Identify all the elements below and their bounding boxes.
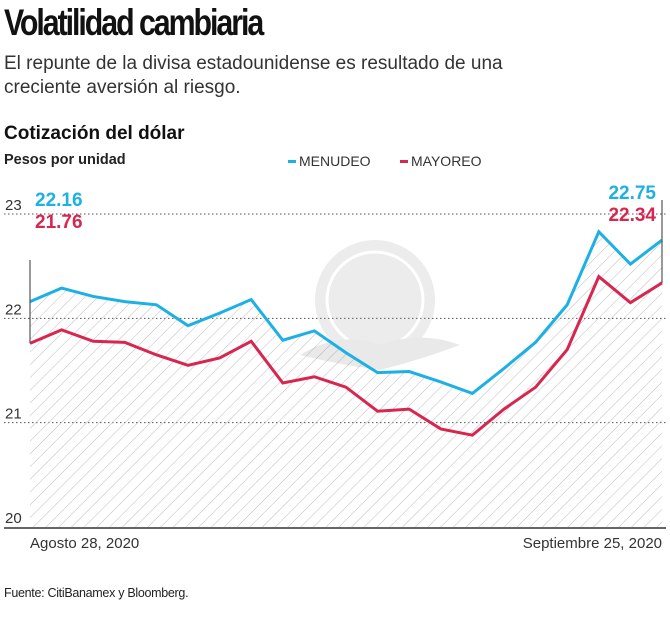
subtitle: El repunte de la divisa estadounidense e… <box>4 53 503 98</box>
start-value-label-mayoreo: 21.76 <box>35 212 83 233</box>
x-tick-label-end: Septiembre 25, 2020 <box>523 535 662 552</box>
legend-item-menudeo: MENUDEO <box>288 153 371 169</box>
y-tick-label: 22 <box>5 301 22 318</box>
watermark-globe-eagle <box>300 240 460 370</box>
legend-item-mayoreo: MAYOREO <box>400 153 482 169</box>
source-note: Fuente: CitiBanamex y Bloomberg. <box>4 586 189 600</box>
area-fill-menudeo <box>30 231 662 527</box>
start-value-label-menudeo: 22.16 <box>35 190 83 211</box>
y-tick-label: 21 <box>5 406 22 423</box>
end-value-label-mayoreo: 22.34 <box>608 205 656 226</box>
legend-label-menudeo: MENUDEO <box>299 153 371 169</box>
x-tick-label-start: Agosto 28, 2020 <box>30 535 139 552</box>
y-tick-label: 20 <box>5 510 22 527</box>
y-tick-label: 23 <box>5 197 22 214</box>
y-axis-unit: Pesos por unidad <box>4 152 126 168</box>
end-value-label-menudeo: 22.75 <box>608 183 656 204</box>
legend-label-mayoreo: MAYOREO <box>411 153 482 169</box>
legend-swatch-menudeo <box>288 159 296 163</box>
headline: Volatilidad cambiaria <box>4 2 264 43</box>
legend-swatch-mayoreo <box>400 159 408 163</box>
chart-title: Cotización del dólar <box>4 123 185 144</box>
